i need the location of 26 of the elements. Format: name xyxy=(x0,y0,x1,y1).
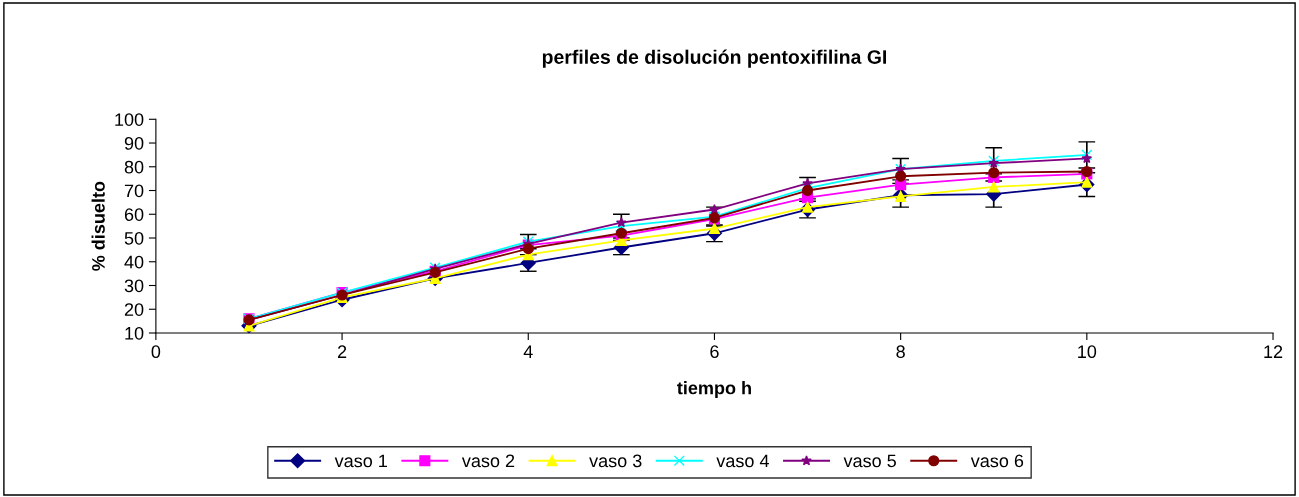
y-axis-title: % disuelto xyxy=(91,181,105,271)
y-tick-label: 70 xyxy=(124,184,144,198)
y-tick-label: 90 xyxy=(124,136,144,150)
x-axis-title: tiempo h xyxy=(677,381,751,398)
x-tick-label: 4 xyxy=(523,345,533,358)
legend-label: vaso 2 xyxy=(461,454,515,468)
x-tick-label: 10 xyxy=(1078,345,1097,359)
x-tick-label: 6 xyxy=(710,345,719,359)
legend-label: vaso 5 xyxy=(843,454,896,468)
x-tick-label: 12 xyxy=(1264,345,1283,358)
legend-label: vaso 1 xyxy=(334,454,387,468)
chart-title: perfiles de disolución pentoxifilina GI xyxy=(542,49,887,68)
x-tick-label: 8 xyxy=(896,345,905,359)
y-tick-label: 30 xyxy=(124,279,144,293)
y-tick-label: 10 xyxy=(125,326,144,340)
y-tick-label: 100 xyxy=(115,113,144,126)
y-tick-label: 80 xyxy=(124,160,144,174)
y-tick-label: 40 xyxy=(124,255,144,269)
x-tick-label: 0 xyxy=(151,345,161,359)
legend-label: vaso 3 xyxy=(589,454,642,468)
legend-label: vaso 6 xyxy=(970,454,1024,468)
y-tick-label: 50 xyxy=(124,231,144,245)
legend-label: vaso 4 xyxy=(716,454,769,468)
x-tick-label: 2 xyxy=(337,345,347,358)
y-tick-label: 20 xyxy=(124,303,144,316)
y-tick-label: 60 xyxy=(124,208,144,221)
